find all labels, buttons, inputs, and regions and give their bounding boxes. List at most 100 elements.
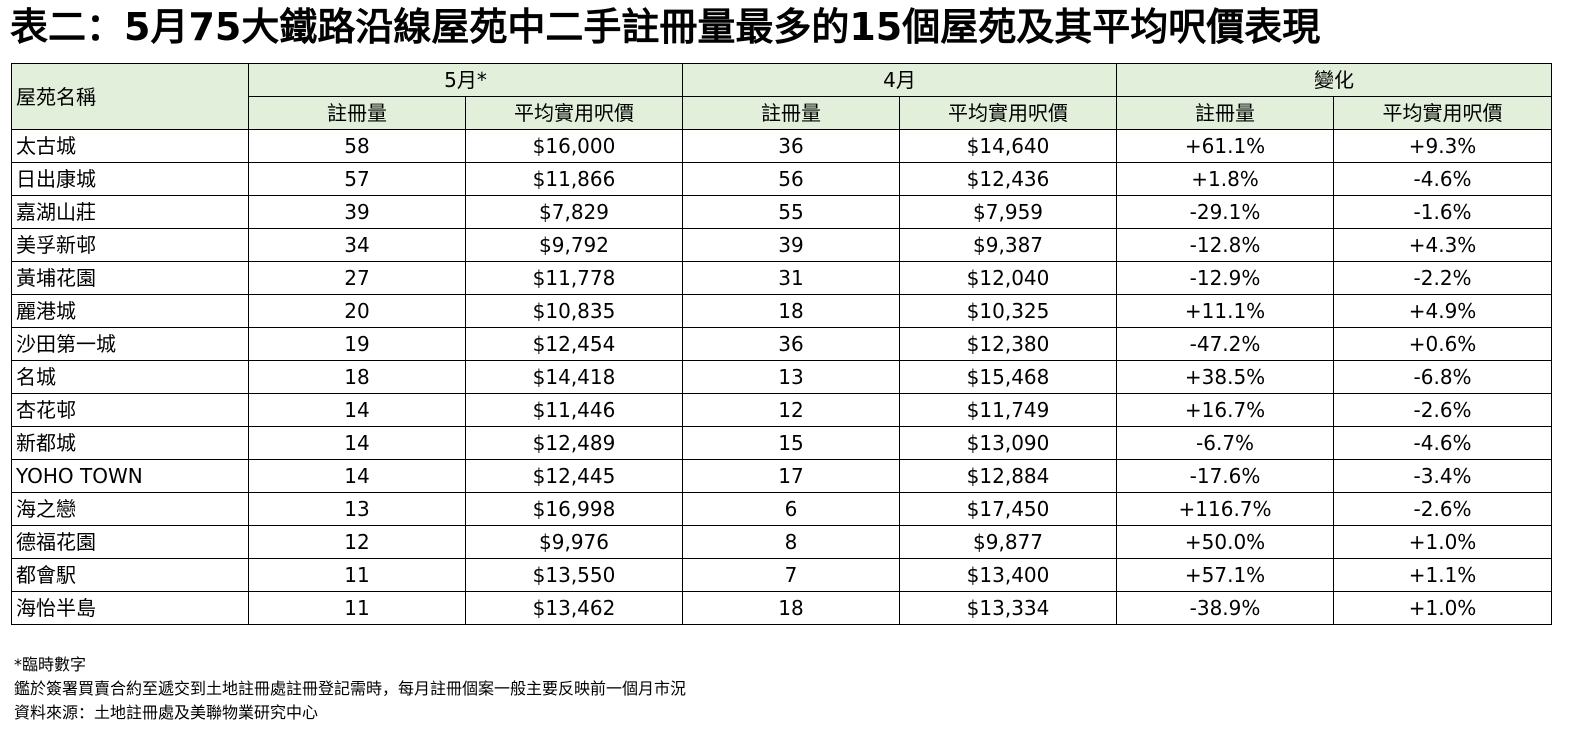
estate-name-cell: 黃埔花園 xyxy=(11,261,249,295)
may-registrations-cell: 20 xyxy=(248,294,466,328)
april-registrations-cell: 6 xyxy=(682,492,901,526)
april-avg-price-cell: $7,959 xyxy=(899,195,1118,229)
change-avg-price-cell: +4.3% xyxy=(1333,228,1553,262)
table-row: 美孚新邨 34 $9,792 39 $9,387 -12.8% +4.3% xyxy=(11,228,1553,262)
change-registrations-cell: +57.1% xyxy=(1116,558,1335,592)
may-registrations-cell: 57 xyxy=(248,162,466,196)
may-registrations-cell: 11 xyxy=(248,591,466,625)
may-registrations-cell: 19 xyxy=(248,327,466,361)
change-avg-price-cell: -2.6% xyxy=(1333,492,1553,526)
april-registrations-cell: 8 xyxy=(682,525,901,559)
estate-name-cell: 沙田第一城 xyxy=(11,327,249,361)
estate-table: 屋苑名稱 5月* 4月 變化 註冊量 平均實用呎價 註冊量 平均實用呎價 註冊量… xyxy=(11,63,1553,625)
estate-name-cell: 都會駅 xyxy=(11,558,249,592)
estate-name-cell: 新都城 xyxy=(11,426,249,460)
estate-name-cell: 德福花園 xyxy=(11,525,249,559)
table-header: 屋苑名稱 5月* 4月 變化 註冊量 平均實用呎價 註冊量 平均實用呎價 註冊量… xyxy=(11,63,1553,130)
may-registrations-cell: 12 xyxy=(248,525,466,559)
april-avg-price-cell: $13,090 xyxy=(899,426,1118,460)
table-row: 杏花邨 14 $11,446 12 $11,749 +16.7% -2.6% xyxy=(11,393,1553,427)
april-avg-price-cell: $12,040 xyxy=(899,261,1118,295)
may-registrations-cell: 39 xyxy=(248,195,466,229)
april-avg-price-cell: $10,325 xyxy=(899,294,1118,328)
april-registrations-cell: 55 xyxy=(682,195,901,229)
may-registrations-cell: 13 xyxy=(248,492,466,526)
estate-name-cell: YOHO TOWN xyxy=(11,459,249,493)
change-avg-price-cell: +1.0% xyxy=(1333,591,1553,625)
change-avg-price-cell: +0.6% xyxy=(1333,327,1553,361)
change-avg-price-cell: +1.1% xyxy=(1333,558,1553,592)
april-avg-price-cell: $12,884 xyxy=(899,459,1118,493)
table-row: 嘉湖山莊 39 $7,829 55 $7,959 -29.1% -1.6% xyxy=(11,195,1553,229)
change-avg-price-cell: -2.6% xyxy=(1333,393,1553,427)
april-registrations-cell: 39 xyxy=(682,228,901,262)
estate-name-cell: 海怡半島 xyxy=(11,591,249,625)
change-registrations-cell: -17.6% xyxy=(1116,459,1335,493)
estate-name-cell: 名城 xyxy=(11,360,249,394)
may-avg-price-cell: $16,998 xyxy=(464,492,684,526)
change-registrations-cell: -29.1% xyxy=(1116,195,1335,229)
header-estate-name: 屋苑名稱 xyxy=(11,63,249,130)
may-registrations-cell: 14 xyxy=(248,459,466,493)
table-row: 日出康城 57 $11,866 56 $12,436 +1.8% -4.6% xyxy=(11,162,1553,196)
april-registrations-cell: 36 xyxy=(682,327,901,361)
change-registrations-cell: -12.9% xyxy=(1116,261,1335,295)
may-registrations-cell: 11 xyxy=(248,558,466,592)
header-row-groups: 屋苑名稱 5月* 4月 變化 xyxy=(11,63,1553,130)
april-registrations-cell: 18 xyxy=(682,294,901,328)
may-avg-price-cell: $9,976 xyxy=(464,525,684,559)
change-registrations-cell: +16.7% xyxy=(1116,393,1335,427)
header-group-april: 4月 xyxy=(682,63,1118,97)
estate-name-cell: 海之戀 xyxy=(11,492,249,526)
change-registrations-cell: +11.1% xyxy=(1116,294,1335,328)
april-avg-price-cell: $11,749 xyxy=(899,393,1118,427)
april-avg-price-cell: $13,400 xyxy=(899,558,1118,592)
change-registrations-cell: -38.9% xyxy=(1116,591,1335,625)
estate-name-cell: 麗港城 xyxy=(11,294,249,328)
table-row: 海怡半島 11 $13,462 18 $13,334 -38.9% +1.0% xyxy=(11,591,1553,625)
header-row-subcolumns: 註冊量 平均實用呎價 註冊量 平均實用呎價 註冊量 平均實用呎價 xyxy=(12,96,1553,130)
may-avg-price-cell: $11,866 xyxy=(464,162,684,196)
change-registrations-cell: +38.5% xyxy=(1116,360,1335,394)
april-avg-price-cell: $13,334 xyxy=(899,591,1118,625)
may-registrations-cell: 34 xyxy=(248,228,466,262)
change-avg-price-cell: +9.3% xyxy=(1333,129,1553,163)
change-avg-price-cell: +1.0% xyxy=(1333,525,1553,559)
table-row: 名城 18 $14,418 13 $15,468 +38.5% -6.8% xyxy=(11,360,1553,394)
change-avg-price-cell: -3.4% xyxy=(1333,459,1553,493)
april-avg-price-cell: $17,450 xyxy=(899,492,1118,526)
estate-name-cell: 嘉湖山莊 xyxy=(11,195,249,229)
table-row: 沙田第一城 19 $12,454 36 $12,380 -47.2% +0.6% xyxy=(11,327,1553,361)
change-registrations-cell: -6.7% xyxy=(1116,426,1335,460)
may-avg-price-cell: $10,835 xyxy=(464,294,684,328)
may-avg-price-cell: $16,000 xyxy=(464,129,684,163)
change-registrations-cell: +50.0% xyxy=(1116,525,1335,559)
april-avg-price-cell: $12,380 xyxy=(899,327,1118,361)
april-avg-price-cell: $12,436 xyxy=(899,162,1118,196)
header-change-avg-price: 平均實用呎價 xyxy=(1333,96,1553,130)
estate-name-cell: 美孚新邨 xyxy=(11,228,249,262)
april-registrations-cell: 15 xyxy=(682,426,901,460)
may-registrations-cell: 58 xyxy=(248,129,466,163)
may-avg-price-cell: $13,550 xyxy=(464,558,684,592)
change-avg-price-cell: -6.8% xyxy=(1333,360,1553,394)
april-avg-price-cell: $9,877 xyxy=(899,525,1118,559)
april-registrations-cell: 17 xyxy=(682,459,901,493)
header-may-avg-price: 平均實用呎價 xyxy=(464,96,684,130)
footnote-registration-lag: 鑑於簽署買賣合約至遞交到土地註冊處註冊登記需時，每月註冊個案一般主要反映前一個月… xyxy=(14,679,687,698)
change-avg-price-cell: -4.6% xyxy=(1333,426,1553,460)
header-group-may: 5月* xyxy=(247,63,684,97)
table-row: 海之戀 13 $16,998 6 $17,450 +116.7% -2.6% xyxy=(11,492,1553,526)
may-registrations-cell: 27 xyxy=(248,261,466,295)
may-avg-price-cell: $12,445 xyxy=(464,459,684,493)
footnote-source: 資料來源：土地註冊處及美聯物業研究中心 xyxy=(14,703,319,722)
table-row: 新都城 14 $12,489 15 $13,090 -6.7% -4.6% xyxy=(11,426,1553,460)
change-avg-price-cell: -1.6% xyxy=(1333,195,1553,229)
change-registrations-cell: +1.8% xyxy=(1116,162,1335,196)
estate-name-cell: 日出康城 xyxy=(11,162,249,196)
header-may-registrations: 註冊量 xyxy=(248,96,466,130)
may-avg-price-cell: $7,829 xyxy=(464,195,684,229)
april-avg-price-cell: $14,640 xyxy=(899,129,1118,163)
table-body: 太古城 58 $16,000 36 $14,640 +61.1% +9.3% 日出康城 57 $1… xyxy=(11,129,1553,625)
may-avg-price-cell: $14,418 xyxy=(464,360,684,394)
